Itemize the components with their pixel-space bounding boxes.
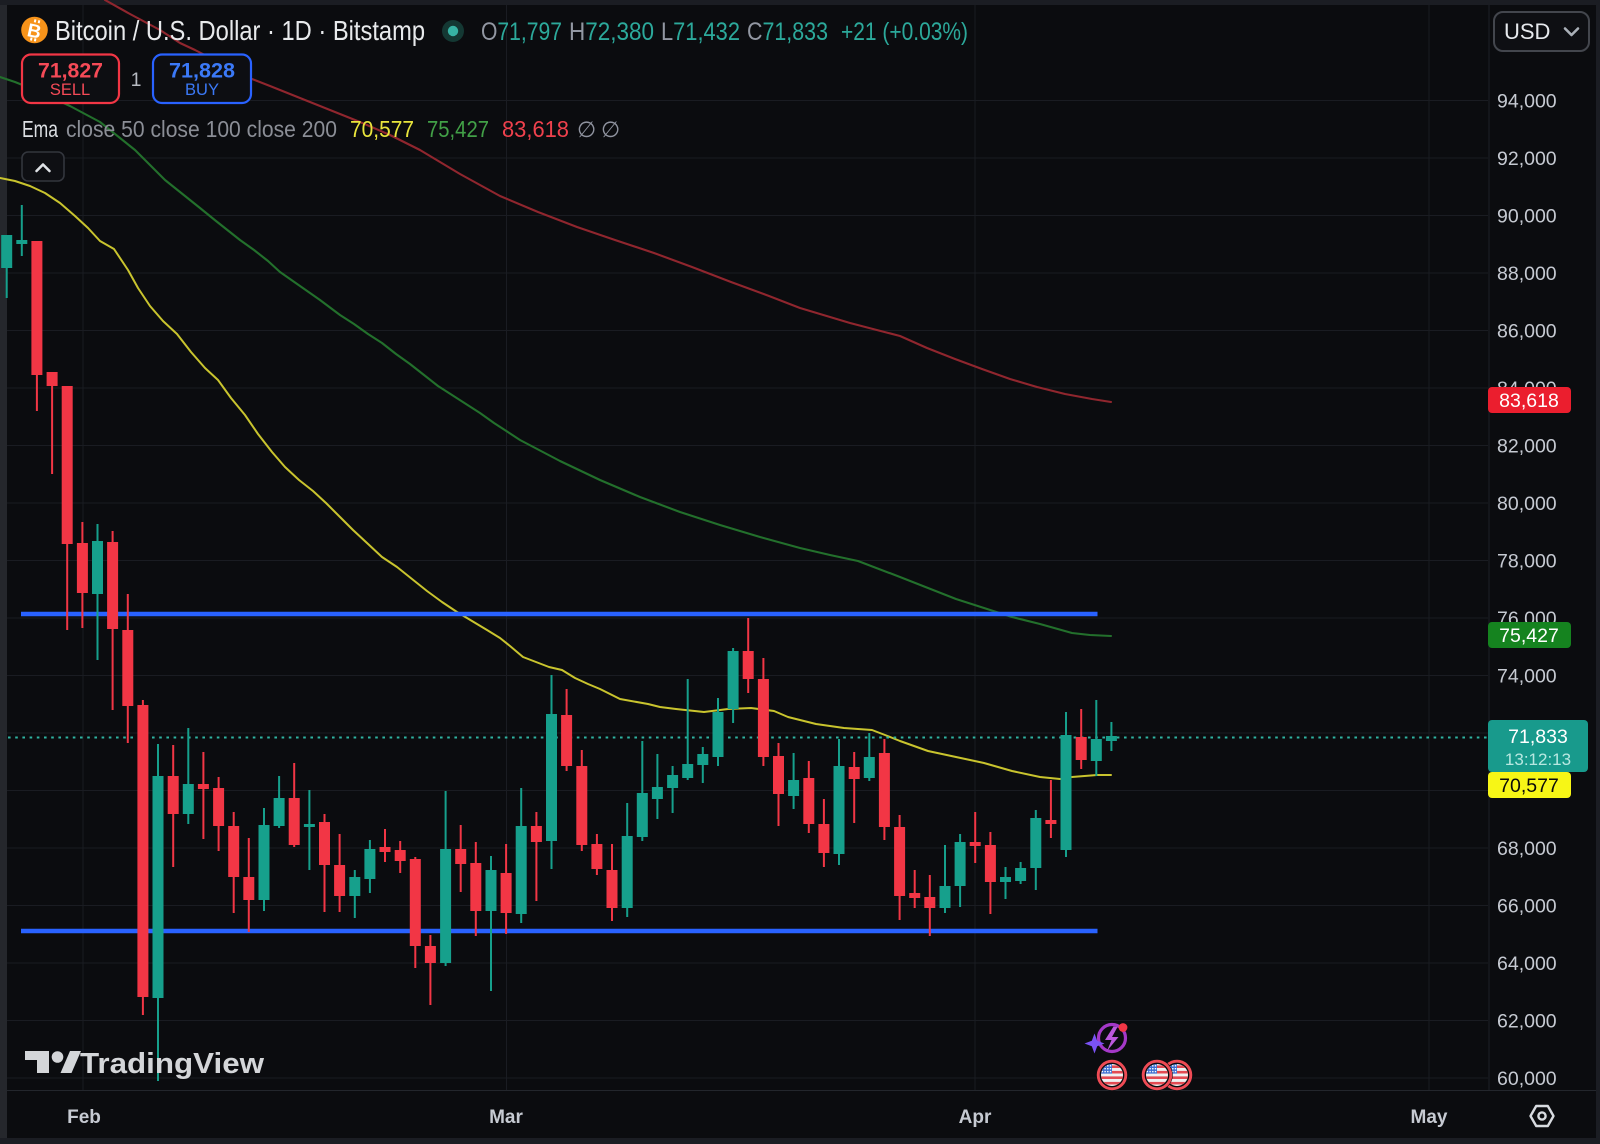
svg-text:75,427: 75,427	[427, 116, 489, 142]
svg-text:USD: USD	[1504, 19, 1550, 44]
svg-text:O71,797: O71,797	[481, 18, 562, 46]
svg-text:Feb: Feb	[67, 1107, 101, 1128]
svg-text:+21 (+0.03%): +21 (+0.03%)	[841, 18, 968, 46]
svg-text:75,427: 75,427	[1499, 625, 1559, 647]
svg-text:Ema: Ema	[22, 116, 58, 142]
svg-text:∅: ∅	[577, 117, 596, 142]
svg-text:83,618: 83,618	[1499, 390, 1559, 412]
svg-text:94,000: 94,000	[1497, 91, 1557, 113]
svg-text:70,577: 70,577	[1499, 775, 1559, 797]
svg-text:80,000: 80,000	[1497, 493, 1557, 515]
svg-text:68,000: 68,000	[1497, 838, 1557, 860]
svg-text:SELL: SELL	[50, 81, 90, 99]
svg-text:Bitcoin / U.S. Dollar · 1D · B: Bitcoin / U.S. Dollar · 1D · Bitstamp	[55, 15, 425, 46]
svg-text:Mar: Mar	[489, 1107, 523, 1128]
svg-text:TradingView: TradingView	[80, 1048, 264, 1080]
svg-text:1: 1	[131, 69, 142, 91]
svg-text:83,618: 83,618	[502, 116, 569, 142]
svg-text:71,827: 71,827	[38, 60, 103, 83]
svg-text:B: B	[25, 20, 43, 43]
svg-text:92,000: 92,000	[1497, 148, 1557, 170]
svg-text:Apr: Apr	[959, 1107, 992, 1128]
svg-text:H72,380: H72,380	[569, 18, 654, 46]
svg-text:62,000: 62,000	[1497, 1011, 1557, 1033]
svg-text:60,000: 60,000	[1497, 1068, 1557, 1090]
svg-text:82,000: 82,000	[1497, 436, 1557, 458]
svg-text:78,000: 78,000	[1497, 551, 1557, 573]
svg-text:BUY: BUY	[185, 81, 219, 99]
svg-text:close 50 close 100 close 200: close 50 close 100 close 200	[66, 116, 337, 142]
svg-text:90,000: 90,000	[1497, 206, 1557, 228]
svg-text:74,000: 74,000	[1497, 666, 1557, 688]
svg-text:71,828: 71,828	[169, 60, 235, 83]
svg-text:∅: ∅	[601, 117, 620, 142]
svg-text:71,833: 71,833	[1508, 726, 1568, 748]
svg-text:C71,833: C71,833	[747, 18, 828, 46]
svg-text:70,577: 70,577	[350, 116, 414, 142]
svg-text:L71,432: L71,432	[661, 18, 740, 46]
svg-text:May: May	[1411, 1107, 1448, 1128]
svg-text:86,000: 86,000	[1497, 321, 1557, 343]
svg-text:13:12:13: 13:12:13	[1505, 750, 1571, 769]
svg-text:88,000: 88,000	[1497, 263, 1557, 285]
svg-text:64,000: 64,000	[1497, 953, 1557, 975]
svg-text:66,000: 66,000	[1497, 896, 1557, 918]
